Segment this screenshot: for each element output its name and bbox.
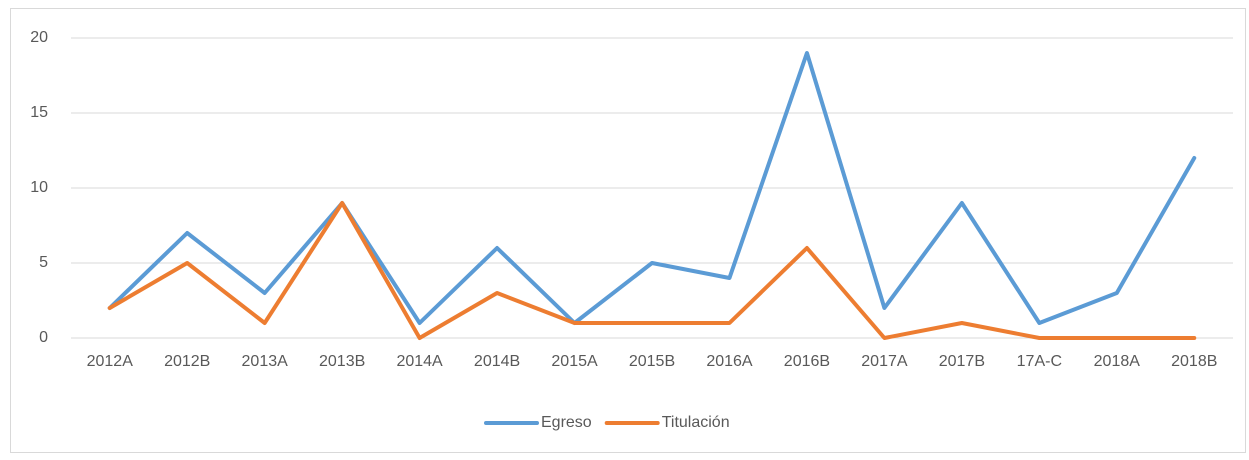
x-tick-label: 2012A (87, 353, 134, 370)
legend-label: Egreso (541, 414, 592, 431)
x-tick-label: 2015A (551, 353, 598, 370)
x-tick-label: 17A-C (1017, 353, 1062, 370)
x-tick-label: 2017A (861, 353, 908, 370)
x-tick-label: 2018B (1171, 353, 1217, 370)
x-tick-label: 2014B (474, 353, 520, 370)
x-tick-label: 2013A (242, 353, 289, 370)
x-tick-label: 2015B (629, 353, 675, 370)
x-tick-label: 2012B (164, 353, 210, 370)
x-tick-label: 2016A (706, 353, 753, 370)
x-tick-label: 2014A (396, 353, 443, 370)
x-tick-label: 2016B (784, 353, 830, 370)
y-tick-label: 5 (39, 254, 48, 271)
y-tick-label: 15 (30, 104, 48, 121)
y-tick-label: 0 (39, 329, 48, 346)
x-tick-label: 2017B (939, 353, 985, 370)
line-series (107, 201, 1197, 340)
legend-label: Titulación (662, 414, 730, 431)
y-tick-label: 10 (30, 179, 48, 196)
chart-border (10, 8, 1246, 453)
x-tick-label: 2018A (1094, 353, 1141, 370)
y-tick-label: 20 (30, 29, 48, 46)
line-series (107, 51, 1197, 325)
x-tick-label: 2013B (319, 353, 365, 370)
